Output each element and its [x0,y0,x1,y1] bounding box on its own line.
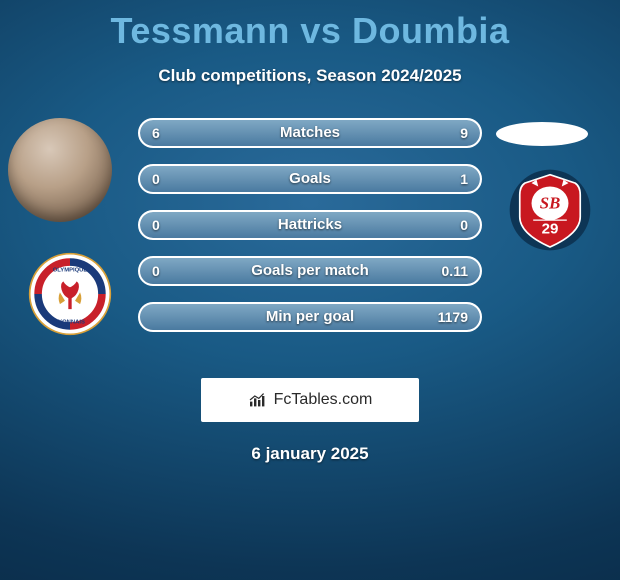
comparison-date: 6 january 2025 [0,444,620,464]
stat-value-right: 1179 [438,304,468,330]
stat-label: Min per goal [140,304,480,330]
club-left-badge: OLYMPIQUE LYONNAIS [28,252,112,336]
stat-value-right: 0.11 [442,258,468,284]
stat-label: Matches [140,120,480,146]
stat-label: Goals [140,166,480,192]
stat-label: Goals per match [140,258,480,284]
svg-text:OLYMPIQUE: OLYMPIQUE [53,267,88,273]
brest-badge-icon: SB 29 [508,168,592,252]
player-right-avatar [496,122,588,146]
lyon-badge-icon: OLYMPIQUE LYONNAIS [28,252,112,336]
stat-row-goals: 0 Goals 1 [138,164,482,194]
stat-row-matches: 6 Matches 9 [138,118,482,148]
fctables-logo[interactable]: FcTables.com [201,378,419,422]
stat-value-right: 0 [460,212,468,238]
club-right-badge: SB 29 [508,168,592,252]
stat-row-mpg: Min per goal 1179 [138,302,482,332]
stat-value-right: 1 [460,166,468,192]
bar-chart-icon [248,392,268,408]
brest-29-text: 29 [542,221,559,238]
stat-row-gpm: 0 Goals per match 0.11 [138,256,482,286]
stat-bars: 6 Matches 9 0 Goals 1 0 Hattricks 0 0 Go… [138,118,482,348]
comparison-content: OLYMPIQUE LYONNAIS SB 29 6 Matches 9 [0,118,620,368]
stat-value-right: 9 [460,120,468,146]
comparison-title: Tessmann vs Doumbia [0,0,620,52]
stat-row-hattricks: 0 Hattricks 0 [138,210,482,240]
stat-label: Hattricks [140,212,480,238]
comparison-subtitle: Club competitions, Season 2024/2025 [0,66,620,86]
svg-text:LYONNAIS: LYONNAIS [55,319,85,325]
brest-sb-text: SB [540,193,561,212]
fctables-text: FcTables.com [274,391,373,409]
player-left-avatar [8,118,112,222]
